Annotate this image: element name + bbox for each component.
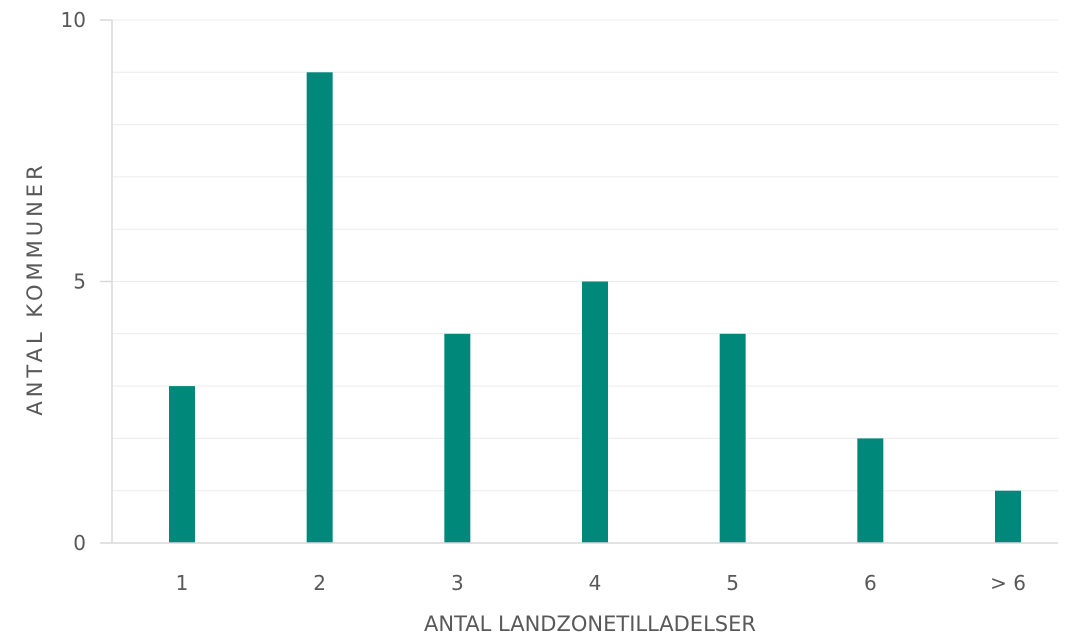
bar-7 [995,490,1021,543]
bar-6 [857,438,884,543]
x-tick-label: > 6 [990,571,1026,595]
x-tick-label: 3 [451,571,464,595]
y-tick-labels: 0 5 10 [61,8,112,555]
x-axis-title: ANTAL LANDZONETILLADELSER [424,612,756,636]
bar-3 [444,333,471,543]
y-tick-label: 5 [73,270,86,294]
x-tick-label: 4 [589,571,602,595]
bar-2 [306,72,333,544]
y-tick-label: 0 [73,531,86,555]
x-tick-labels: 1 2 3 4 5 6 > 6 [176,571,1026,595]
bar-1 [169,386,195,543]
bars [169,72,1021,544]
bar-4 [582,281,608,543]
y-tick-label: 10 [61,8,86,32]
x-tick-label: 2 [313,571,326,595]
y-axis-title: ANTAL KOMMUNER [23,161,47,415]
x-tick-label: 1 [176,571,189,595]
bar-5 [719,333,746,543]
x-tick-label: 6 [864,571,877,595]
x-tick-label: 5 [726,571,739,595]
